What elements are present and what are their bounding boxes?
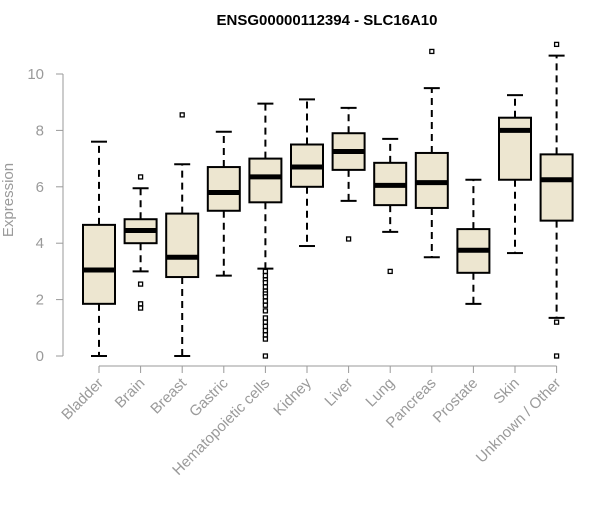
- outlier-point: [179, 112, 185, 118]
- x-tick-label: Brain: [112, 375, 149, 412]
- outlier-point: [262, 323, 269, 330]
- outlier-point: [137, 281, 144, 287]
- outlier-point: [262, 353, 269, 359]
- chart-title: ENSG00000112394 - SLC16A10: [217, 12, 438, 29]
- box-hematopoietic-cells: [248, 102, 283, 359]
- outlier-point: [262, 284, 269, 290]
- y-tick-label: 2: [36, 292, 44, 309]
- outlier-point: [262, 327, 269, 334]
- x-tick-label: Breast: [147, 374, 190, 417]
- outlier-point: [262, 298, 269, 304]
- y-tick-label: 6: [36, 179, 44, 196]
- x-tick-label: Liver: [321, 375, 356, 410]
- y-tick-label: 0: [36, 348, 44, 365]
- x-tick-label: Bladder: [58, 375, 107, 424]
- iqr-box: [206, 166, 241, 212]
- outlier-point: [262, 268, 269, 275]
- box-prostate: [456, 178, 491, 305]
- y-tick-label: 4: [36, 235, 44, 252]
- outlier-point: [262, 332, 269, 338]
- outlier-point: [553, 353, 560, 359]
- box-lung: [373, 137, 408, 275]
- outlier-point: [262, 319, 269, 325]
- x-tick-label: Skin: [490, 375, 523, 408]
- outlier-point: [387, 268, 393, 275]
- iqr-box: [539, 153, 574, 222]
- x-tick-label: Lung: [362, 375, 398, 411]
- box-breast: [165, 112, 200, 357]
- y-tick-label: 10: [27, 66, 44, 83]
- outlier-point: [429, 48, 435, 55]
- box-skin: [498, 94, 532, 255]
- outlier-point: [262, 308, 269, 314]
- box-bladder: [82, 140, 116, 357]
- outlier-point: [137, 174, 144, 180]
- iqr-box: [82, 223, 116, 305]
- box-pancreas: [414, 48, 449, 259]
- outlier-point: [262, 336, 269, 342]
- iqr-box: [498, 116, 532, 181]
- outlier-point: [137, 301, 144, 307]
- box-brain: [123, 174, 158, 311]
- outlier-point: [262, 280, 269, 286]
- box-gastric: [206, 130, 241, 277]
- y-axis: 0 2 4 6 8 10: [27, 66, 64, 365]
- outlier-point: [262, 294, 269, 300]
- x-tick-label: Kidney: [270, 374, 315, 419]
- y-axis-label: Expression: [0, 163, 17, 237]
- box-kidney: [290, 98, 324, 248]
- y-tick-label: 8: [36, 122, 44, 139]
- outlier-point: [262, 272, 269, 279]
- outlier-point: [262, 315, 269, 321]
- boxes-group: [82, 41, 574, 359]
- outlier-point: [137, 305, 144, 311]
- x-tick-label: Prostate: [430, 375, 482, 427]
- outlier-point: [553, 319, 560, 325]
- iqr-box: [248, 157, 283, 204]
- outlier-point: [262, 302, 269, 308]
- outlier-point: [345, 236, 352, 242]
- outlier-point: [553, 41, 560, 48]
- box-unknown-other: [539, 41, 574, 359]
- box-liver: [331, 106, 366, 242]
- iqr-box: [165, 212, 200, 279]
